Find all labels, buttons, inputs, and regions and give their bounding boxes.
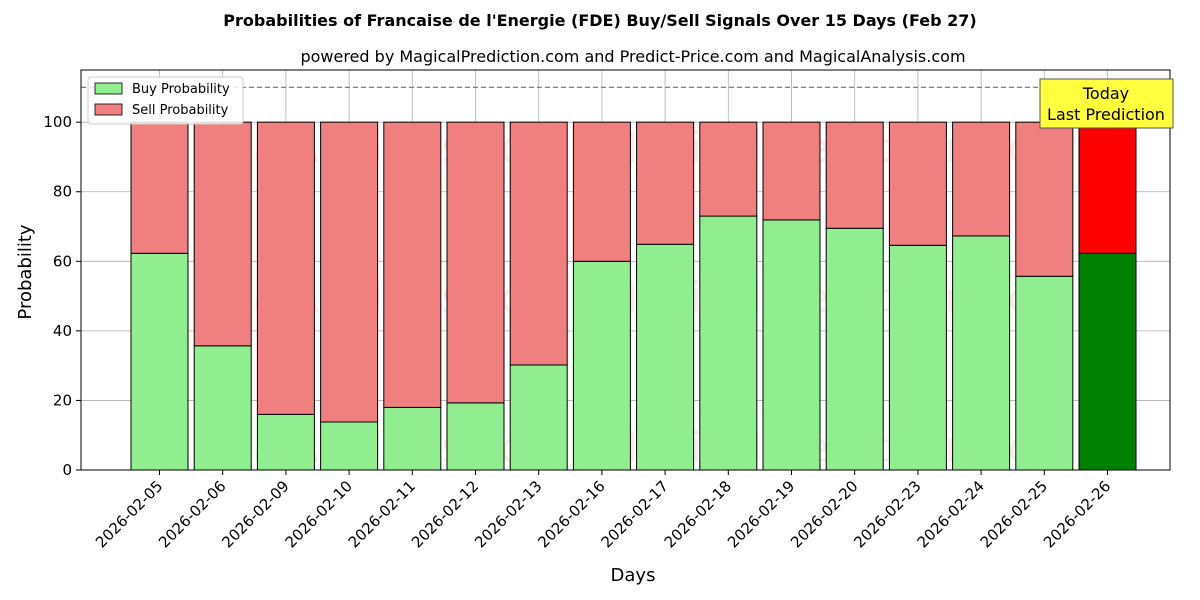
sell-bar [888, 121, 947, 246]
plot-frame [80, 69, 1171, 471]
buy-bar [699, 215, 758, 471]
legend-swatch-sell [94, 103, 123, 116]
x-tick-label: 2026-02-11 [345, 477, 419, 551]
buy-bar [1015, 275, 1074, 471]
sell-bar [572, 121, 631, 262]
buy-bar [825, 227, 884, 471]
x-tick-label: 2026-02-20 [787, 477, 861, 551]
buy-bar [193, 345, 252, 471]
legend-swatch-buy [94, 82, 123, 95]
y-tick-label: 100 [43, 113, 72, 131]
legend-label-sell: Sell Probability [132, 103, 229, 118]
legend-label-buy: Buy Probability [132, 82, 230, 97]
sell-bar [256, 121, 315, 415]
bars [130, 121, 1137, 471]
x-tick-label: 2026-02-19 [724, 477, 798, 551]
sell-bar [825, 121, 884, 229]
x-tick-label: 2026-02-09 [218, 477, 292, 551]
sell-bar [952, 121, 1011, 237]
y-tick-label: 60 [53, 252, 72, 270]
x-tick-label: 2026-02-12 [408, 477, 482, 551]
x-tick-label: 2026-02-06 [155, 477, 229, 551]
y-tick-label: 0 [62, 461, 72, 479]
buy-bar [888, 244, 947, 471]
sell-bar [193, 121, 252, 347]
chart-title: Probabilities of Francaise de l'Energie … [223, 11, 976, 30]
x-tick-label: 2026-02-26 [1040, 477, 1114, 551]
x-tick-label: 2026-02-18 [661, 477, 735, 551]
sell-bar [446, 121, 505, 404]
buy-bar [572, 260, 631, 471]
x-tick-label: 2026-02-10 [282, 477, 356, 551]
y-tick-label: 80 [53, 183, 72, 201]
x-tick-label: 2026-02-23 [850, 477, 924, 551]
x-tick-label: 2026-02-05 [92, 477, 166, 551]
sell-bar [320, 121, 379, 423]
buy-bar [762, 219, 821, 471]
buy-bar [320, 421, 379, 471]
sell-bar [130, 121, 189, 254]
buy-bar [636, 243, 695, 471]
sell-bar [383, 121, 442, 408]
sell-bar [636, 121, 695, 245]
y-tick-label: 20 [53, 391, 72, 409]
sell-bar [1015, 121, 1074, 277]
buy-bar [509, 364, 568, 471]
x-tick-label: 2026-02-13 [471, 477, 545, 551]
annotation-box [1039, 78, 1174, 129]
legend: Buy Probability Sell Probability [87, 76, 244, 125]
today-annotation: Today Last Prediction [1039, 78, 1174, 129]
annotation-line-1: Today [1082, 84, 1129, 103]
y-tick-label: 40 [53, 322, 72, 340]
buy-bar [256, 413, 315, 471]
x-tick-label: 2026-02-25 [977, 477, 1051, 551]
x-axis-label: Days [611, 565, 656, 586]
buy-bar [383, 406, 442, 471]
legend-box [87, 76, 244, 125]
buy-bar [130, 252, 189, 471]
sell-bar [1078, 121, 1137, 254]
sell-bar [699, 121, 758, 217]
annotation-line-2: Last Prediction [1047, 105, 1165, 124]
y-axis-label: Probability [15, 224, 36, 319]
sell-bar [509, 121, 568, 366]
x-tick-label: 2026-02-24 [914, 477, 988, 551]
x-tick-label: 2026-02-17 [598, 477, 672, 551]
buy-bar [1078, 252, 1137, 471]
x-tick-label: 2026-02-16 [534, 477, 608, 551]
sell-bar [762, 121, 821, 221]
buy-bar [446, 402, 505, 471]
chart-subtitle: powered by MagicalPrediction.com and Pre… [300, 47, 965, 66]
buy-bar [952, 235, 1011, 471]
